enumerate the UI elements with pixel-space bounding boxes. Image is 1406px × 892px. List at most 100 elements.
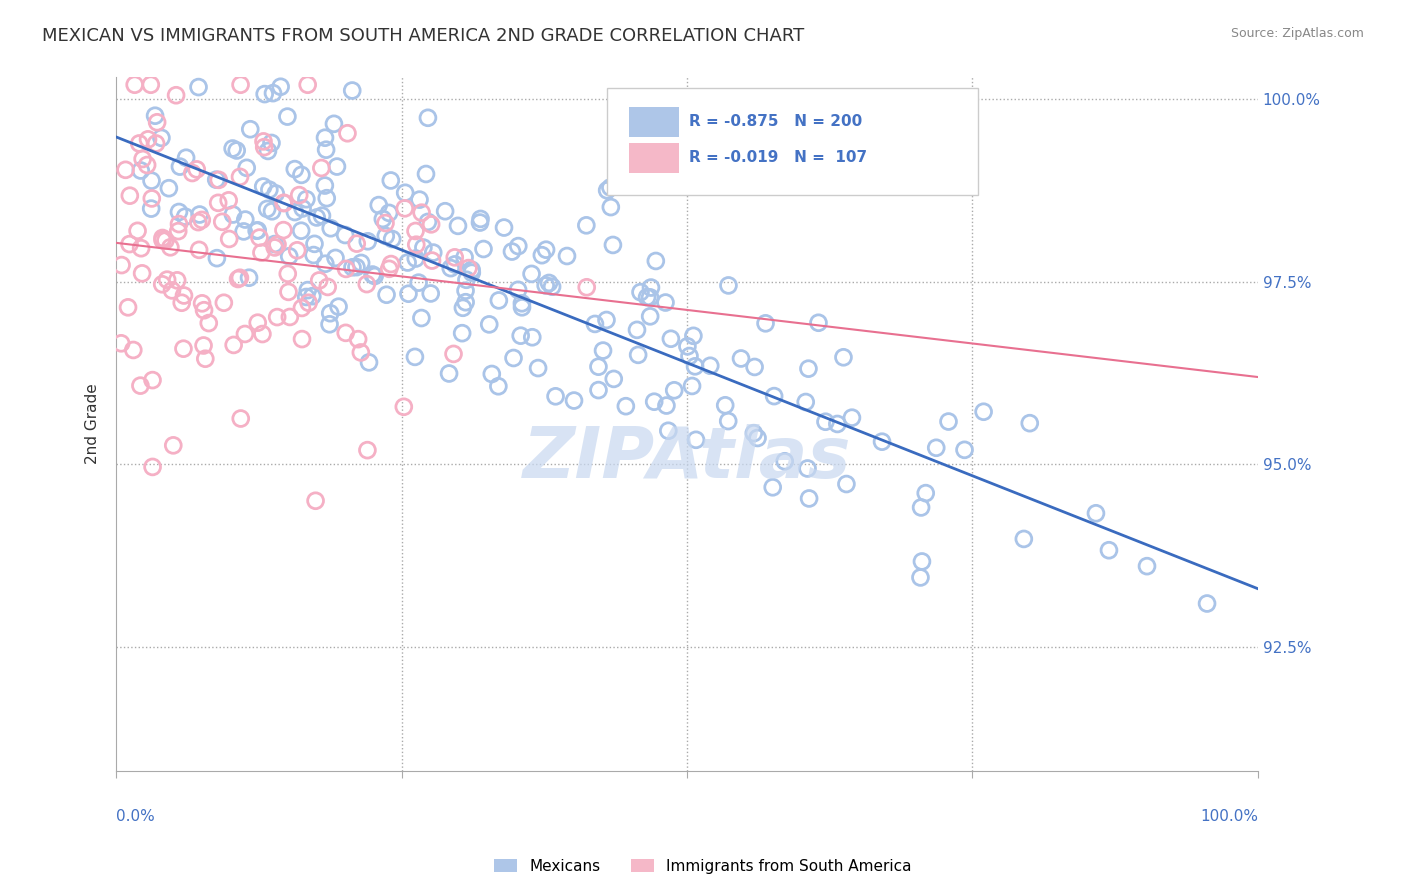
Point	[233, 326, 256, 341]
Point	[291, 332, 314, 346]
Point	[249, 230, 271, 244]
Point	[326, 160, 349, 174]
Point	[141, 191, 163, 205]
Point	[150, 131, 173, 145]
Point	[794, 395, 817, 409]
Point	[155, 234, 177, 248]
Point	[266, 237, 288, 252]
Point	[284, 162, 307, 177]
Point	[284, 205, 307, 219]
Point	[347, 332, 370, 346]
Point	[747, 431, 769, 445]
Point	[456, 273, 478, 287]
Point	[381, 232, 404, 246]
Point	[472, 242, 495, 256]
Point	[392, 400, 415, 414]
FancyBboxPatch shape	[628, 143, 679, 173]
Point	[434, 204, 457, 219]
Point	[544, 389, 567, 403]
Point	[172, 342, 194, 356]
Point	[537, 276, 560, 290]
Point	[763, 389, 786, 403]
Point	[143, 109, 166, 123]
Point	[342, 260, 364, 275]
Point	[229, 78, 252, 92]
Point	[211, 215, 233, 229]
Point	[378, 261, 401, 276]
Point	[142, 459, 165, 474]
Point	[233, 212, 256, 227]
Point	[1197, 597, 1219, 611]
Point	[226, 272, 249, 286]
Point	[193, 303, 215, 318]
Point	[678, 349, 700, 363]
Point	[357, 234, 380, 248]
Point	[146, 115, 169, 129]
Point	[335, 261, 357, 276]
Point	[510, 301, 533, 315]
Point	[356, 277, 378, 292]
Point	[246, 223, 269, 237]
Point	[259, 183, 281, 197]
Point	[408, 276, 430, 290]
Point	[277, 285, 299, 299]
Point	[562, 393, 585, 408]
Point	[412, 241, 434, 255]
Point	[371, 211, 394, 226]
Text: 0.0%: 0.0%	[117, 809, 155, 824]
Point	[374, 216, 396, 230]
Point	[186, 162, 208, 177]
Point	[118, 237, 141, 252]
Point	[290, 224, 312, 238]
Point	[191, 296, 214, 310]
Text: MEXICAN VS IMMIGRANTS FROM SOUTH AMERICA 2ND GRADE CORRELATION CHART: MEXICAN VS IMMIGRANTS FROM SOUTH AMERICA…	[42, 27, 804, 45]
Point	[314, 178, 336, 193]
Point	[205, 251, 228, 265]
Point	[394, 186, 416, 200]
Point	[654, 295, 676, 310]
Point	[478, 318, 501, 332]
Point	[363, 268, 385, 283]
Point	[117, 301, 139, 315]
Point	[266, 310, 288, 324]
Point	[256, 202, 278, 216]
Point	[953, 442, 976, 457]
Point	[575, 219, 598, 233]
Point	[166, 273, 188, 287]
Point	[683, 359, 706, 374]
Point	[555, 249, 578, 263]
Point	[263, 240, 285, 254]
Point	[437, 367, 460, 381]
Point	[246, 316, 269, 330]
Point	[522, 330, 544, 344]
Point	[333, 227, 356, 242]
Point	[323, 117, 346, 131]
Point	[131, 266, 153, 280]
Point	[218, 194, 240, 208]
Point	[501, 244, 523, 259]
Point	[664, 384, 686, 398]
Point	[754, 316, 776, 330]
Point	[162, 438, 184, 452]
Point	[260, 204, 283, 219]
Point	[644, 254, 666, 268]
Point	[295, 290, 318, 304]
Point	[305, 211, 328, 225]
Point	[150, 277, 173, 292]
Point	[659, 332, 682, 346]
Point	[197, 316, 219, 330]
Point	[291, 301, 314, 315]
Point	[440, 261, 463, 276]
Point	[252, 326, 274, 341]
Point	[520, 267, 543, 281]
Point	[422, 245, 444, 260]
Point	[316, 280, 339, 294]
Point	[342, 83, 364, 97]
Point	[187, 80, 209, 95]
Point	[314, 130, 336, 145]
Point	[534, 278, 557, 293]
Point	[350, 345, 373, 359]
Point	[297, 78, 319, 92]
Point	[914, 486, 936, 500]
Point	[870, 434, 893, 449]
